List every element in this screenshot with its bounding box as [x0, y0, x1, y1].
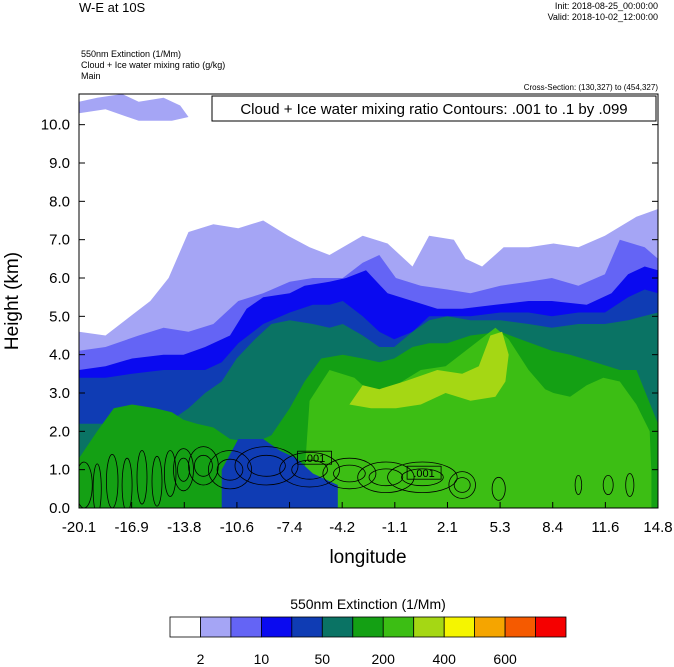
contour-line: [106, 454, 119, 508]
contour-info-frame: [211, 95, 657, 122]
colorbar-swatch: [260, 616, 293, 638]
contour-line: [79, 461, 93, 508]
contour-info-box: Cloud + Ice water mixing ratio Contours:…: [211, 95, 657, 122]
y-tick-label: 9.0: [49, 155, 70, 172]
contour-line: [173, 448, 194, 492]
y-tick-label: 1.0: [49, 462, 70, 479]
contour-line: [602, 474, 614, 495]
contour-line: [387, 461, 458, 494]
contour-line: [136, 450, 148, 505]
colorbar-swatch: [443, 616, 476, 638]
colorbar-swatch: [291, 616, 323, 638]
y-tick-label: 4.0: [49, 347, 70, 364]
colorbar-label: 10: [254, 651, 270, 667]
contour-label: .001: [304, 453, 325, 465]
x-tick-label: -16.9: [115, 519, 149, 536]
colorbar-swatch: [535, 616, 567, 638]
axes: -20.1 -16.9 -13.8 -10.6 -7.4 -4.2 -1.1 2.1 5.3 8.…: [41, 117, 673, 536]
extinction-region-9: [79, 94, 189, 121]
y-tick-label: 2.0: [49, 423, 70, 440]
contour-line: [279, 452, 340, 488]
contour-line: [333, 464, 366, 483]
contour-line: [216, 458, 244, 481]
x-tick-label: -20.1: [62, 519, 96, 536]
figure-title: W-E at 10S: [79, 0, 146, 15]
contour-info-text: Cloud + Ice water mixing ratio Contours:…: [240, 101, 627, 118]
contour-line: [322, 457, 377, 490]
contour-line: [92, 463, 102, 508]
contour-line: [357, 461, 415, 494]
colorbar-swatch: [474, 616, 506, 638]
extinction-region-6: [304, 327, 652, 508]
colorbar-swatch: [321, 616, 354, 638]
y-tick-label: 0.0: [49, 500, 70, 517]
contour-label-box: [406, 465, 442, 480]
colorbar-swatch: [230, 616, 262, 638]
x-tick-label: 5.3: [490, 519, 511, 536]
contour-line: [177, 457, 190, 482]
colorbar-swatch: [169, 616, 201, 638]
colorbar-swatch: [504, 616, 537, 638]
colorbar-label: 50: [315, 651, 331, 667]
x-tick-label: 2.1: [437, 519, 458, 536]
cross-section-label: Cross-Section: (130,327) to (454,327): [523, 83, 658, 92]
contour-line: [453, 477, 471, 493]
x-tick-label: -7.4: [277, 519, 303, 536]
y-tick-label: 6.0: [49, 270, 70, 287]
colorbar-label: 400: [433, 651, 457, 667]
y-tick-label: 7.0: [49, 232, 70, 249]
colorbar-label: 600: [493, 651, 517, 667]
colorbar-label: 2: [197, 651, 205, 667]
x-tick-label: 14.8: [643, 519, 672, 536]
colorbar-swatch: [200, 616, 232, 638]
x-axis-title: longitude: [329, 547, 406, 568]
x-tick-label: 8.4: [542, 519, 563, 536]
contour-line: [163, 450, 177, 497]
extinction-fill-layer: [79, 94, 658, 508]
contour-line: [448, 471, 476, 499]
contour-line: [207, 450, 252, 490]
x-tick-label: 11.6: [591, 519, 619, 536]
contour-line: [401, 468, 444, 487]
contour-line: [151, 455, 163, 507]
x-tick-label: -13.8: [167, 519, 201, 536]
x-tick-label: -4.2: [329, 519, 355, 536]
extinction-region-7: [349, 331, 509, 409]
contour-line: [247, 454, 286, 477]
colorbar: 2 10 50 200 400 600: [169, 616, 567, 667]
x-tick-label: -10.6: [220, 519, 254, 536]
y-tick-label: 8.0: [49, 193, 70, 210]
contour-line: [368, 468, 404, 487]
contour-line: [291, 459, 328, 480]
x-tick-label: -1.1: [382, 519, 408, 536]
colorbar-swatch: [413, 616, 445, 638]
init-time: Init: 2018-08-25_00:00:00: [554, 1, 658, 11]
contour-line: [625, 473, 635, 497]
contour-line: [491, 476, 506, 501]
plot-frame: [78, 93, 659, 509]
colorbar-swatch: [352, 616, 384, 638]
contour-line: [121, 457, 133, 508]
colorbar-title: 550nm Extinction (1/Mm): [290, 596, 446, 612]
mixing-ratio-contours: .001 .001: [79, 446, 635, 508]
colorbar-swatch: [382, 616, 415, 638]
y-tick-label: 5.0: [49, 308, 70, 325]
y-tick-label: 3.0: [49, 385, 70, 402]
contour-label: .001: [413, 468, 434, 480]
contour-line: [193, 454, 213, 477]
y-tick-label: 10.0: [41, 117, 70, 134]
colorbar-label: 200: [372, 651, 396, 667]
y-axis-title: Height (km): [2, 252, 23, 350]
contour-line: [574, 474, 583, 495]
variable-cloud-ice: Cloud + Ice water mixing ratio (g/kg): [81, 60, 226, 70]
contour-label-box: [297, 450, 333, 465]
variable-extinction: 550nm Extinction (1/Mm): [81, 49, 182, 59]
valid-time: Valid: 2018-10-02_12:00:00: [547, 12, 658, 22]
contour-line: [234, 446, 299, 486]
variable-domain: Main: [81, 71, 101, 81]
